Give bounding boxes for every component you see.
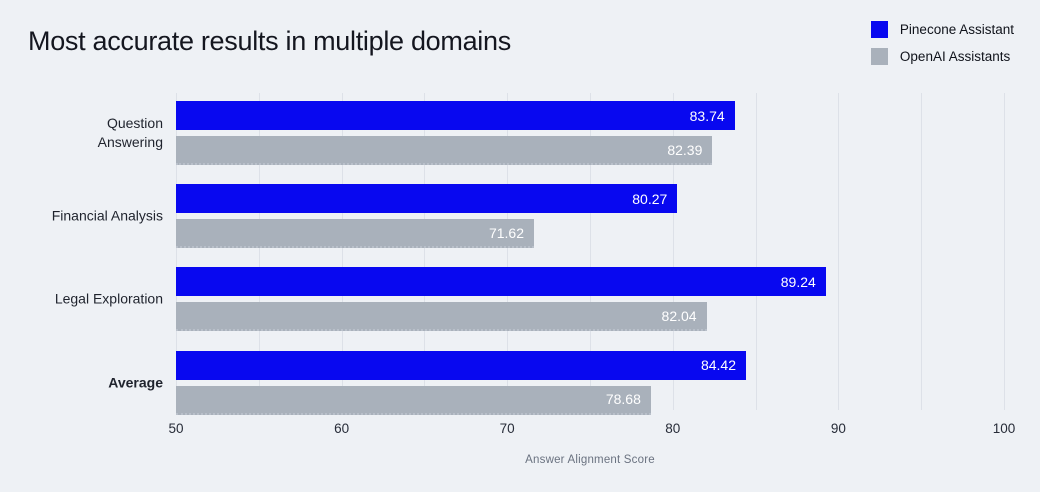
gridline-100 (1004, 93, 1005, 410)
bar-value-label: 83.74 (689, 107, 725, 124)
gridline-55 (258, 93, 260, 410)
bar-value-label: 82.04 (661, 307, 697, 324)
x-axis-title: Answer Alignment Score (525, 454, 655, 466)
x-tick-100: 100 (992, 421, 1016, 436)
bar-pinecone-assistant-question-answering: 83.74 (176, 101, 735, 130)
gridline-80 (672, 93, 674, 410)
x-tick-90: 90 (830, 421, 846, 436)
gridline-70 (507, 93, 509, 410)
bar-value-label: 82.39 (667, 141, 703, 158)
bar-pinecone-assistant-average: 84.42 (176, 350, 746, 380)
legend-label-openai: OpenAI Assistants (899, 49, 1011, 64)
bar-pinecone-assistant-financial-analysis: 80.27 (176, 184, 678, 214)
bar-value-label: 71.62 (488, 224, 524, 241)
legend-item-openai: OpenAI Assistants (870, 48, 1014, 65)
bar-openai-assistants-average: 78.68 (176, 385, 651, 415)
bar-openai-assistants-legal-exploration: 82.04 (176, 302, 707, 332)
x-tick-70: 70 (499, 421, 515, 436)
gridline-90 (838, 93, 840, 410)
x-tick-60: 60 (334, 421, 350, 436)
plot-area: 83.74 82.39 80.27 71.62 89.24 82.04 84.42 78.68 (176, 93, 1005, 415)
gridline-65 (424, 93, 426, 410)
bar-value-label: 84.42 (700, 357, 736, 374)
openai-swatch-icon (870, 48, 888, 65)
legend-item-pinecone: Pinecone Assistant (870, 21, 1014, 38)
bar-value-label: 89.24 (780, 273, 816, 290)
bar-openai-assistants-question-answering: 82.39 (176, 136, 713, 165)
legend: Pinecone Assistant OpenAI Assistants (870, 21, 1014, 65)
x-axis: 50 60 70 80 90 100 (168, 421, 1015, 441)
bar-value-label: 80.27 (632, 190, 668, 207)
category-label-legal-exploration: Legal Exploration (54, 290, 163, 307)
x-tick-50: 50 (168, 421, 184, 436)
category-label-financial-analysis: Financial Analysis (51, 207, 163, 224)
x-tick-80: 80 (665, 421, 681, 436)
pinecone-swatch-icon (870, 21, 888, 38)
category-label-average: Average (108, 374, 163, 391)
chart-title: Most accurate results in multiple domain… (28, 26, 511, 56)
gridline-85 (755, 93, 757, 410)
bar-value-label: 78.68 (605, 391, 641, 408)
gridline-60 (341, 93, 343, 410)
category-label-question-answering: Question Answering (97, 115, 163, 150)
gridline-50 (176, 93, 177, 410)
legend-label-pinecone: Pinecone Assistant (899, 22, 1014, 37)
gridline-75 (590, 93, 591, 410)
y-axis-category-labels: Question Answering Financial Analysis Lega… (20, 93, 163, 413)
bar-openai-assistants-financial-analysis: 71.62 (176, 219, 534, 249)
bar-pinecone-assistant-legal-exploration: 89.24 (176, 267, 826, 297)
gridline-95 (921, 93, 923, 410)
